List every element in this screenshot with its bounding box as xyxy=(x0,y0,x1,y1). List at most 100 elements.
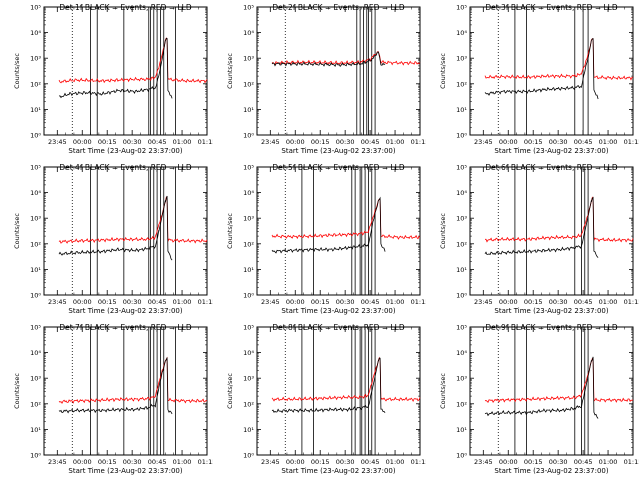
y-tick-label: 10³ xyxy=(456,375,467,383)
lld-series-line xyxy=(271,356,421,403)
plot-frame xyxy=(469,6,634,136)
x-tick-label: 23:45 xyxy=(474,458,493,466)
x-tick-label: 00:30 xyxy=(123,458,142,466)
x-tick-label: 23:45 xyxy=(474,138,493,146)
y-axis-label: Counts/sec xyxy=(439,213,447,249)
y-tick-label: 10³ xyxy=(30,215,41,223)
x-tick-label: 01:15 xyxy=(411,458,426,466)
x-axis-label: Start Time (23-Aug-02 23:37:00) xyxy=(281,147,395,155)
y-tick-label: 10² xyxy=(243,80,254,88)
x-tick-label: 00:00 xyxy=(499,138,518,146)
y-tick-label: 10¹ xyxy=(456,106,467,114)
plot-frame xyxy=(256,326,421,456)
y-tick-label: 10² xyxy=(243,400,254,408)
plot-frame xyxy=(256,6,421,136)
x-tick-label: 23:45 xyxy=(261,458,280,466)
x-axis-label: Start Time (23-Aug-02 23:37:00) xyxy=(494,307,608,315)
detector-chart-5: 10⁰ 10¹ 10² 10³ 10⁴ 10⁵ 23:45 00:00 00:15 00:30 00… xyxy=(226,163,426,315)
y-tick-label: 10⁰ xyxy=(30,452,41,460)
lld-series-line xyxy=(484,38,634,81)
plot-frame xyxy=(469,326,634,456)
y-tick-label: 10⁰ xyxy=(456,132,467,140)
x-tick-label: 00:30 xyxy=(549,298,568,306)
y-tick-label: 10⁴ xyxy=(243,349,254,357)
y-axis-label: Counts/sec xyxy=(439,373,447,409)
y-tick-label: 10⁴ xyxy=(30,349,41,357)
lld-series-line xyxy=(271,51,421,66)
x-tick-label: 01:00 xyxy=(386,298,405,306)
x-tick-label: 00:30 xyxy=(336,298,355,306)
x-tick-label: 00:45 xyxy=(361,458,380,466)
y-tick-label: 10⁵ xyxy=(30,324,41,332)
y-tick-label: 10² xyxy=(243,240,254,248)
y-axis-label: Counts/sec xyxy=(13,373,21,409)
x-axis-label: Start Time (23-Aug-02 23:37:00) xyxy=(68,467,182,475)
x-axis-label: Start Time (23-Aug-02 23:37:00) xyxy=(494,467,608,475)
y-tick-label: 10⁰ xyxy=(30,292,41,300)
x-tick-label: 00:15 xyxy=(98,298,117,306)
lld-series-line xyxy=(485,196,634,243)
plot-frame xyxy=(469,166,634,296)
x-tick-label: 23:45 xyxy=(261,298,280,306)
x-tick-label: 00:30 xyxy=(123,298,142,306)
x-tick-label: 00:45 xyxy=(361,138,380,146)
y-tick-label: 10¹ xyxy=(456,426,467,434)
y-tick-label: 10¹ xyxy=(243,266,254,274)
x-axis-label: Start Time (23-Aug-02 23:37:00) xyxy=(494,147,608,155)
x-tick-label: 23:45 xyxy=(474,298,493,306)
x-tick-label: 00:00 xyxy=(499,458,518,466)
x-tick-label: 00:00 xyxy=(286,298,305,306)
y-tick-label: 10⁰ xyxy=(243,132,254,140)
x-tick-label: 01:00 xyxy=(386,138,405,146)
x-tick-label: 00:00 xyxy=(286,458,305,466)
x-tick-label: 00:15 xyxy=(98,138,117,146)
x-tick-label: 23:45 xyxy=(48,298,67,306)
x-tick-label: 00:15 xyxy=(311,138,330,146)
plot-frame xyxy=(43,6,208,136)
chart-title: Det 9f BLACK = Events, RED = LLD xyxy=(485,323,618,332)
y-tick-label: 10³ xyxy=(456,55,467,63)
y-tick-label: 10⁴ xyxy=(30,189,41,197)
y-tick-label: 10⁰ xyxy=(456,452,467,460)
y-axis-label: Counts/sec xyxy=(226,213,234,249)
x-tick-label: 00:15 xyxy=(524,138,543,146)
x-tick-label: 00:15 xyxy=(311,458,330,466)
y-axis-label: Counts/sec xyxy=(226,373,234,409)
events-series-line xyxy=(484,196,599,258)
y-tick-label: 10³ xyxy=(243,215,254,223)
detector-chart-8: 10⁰ 10¹ 10² 10³ 10⁴ 10⁵ 23:45 00:00 00:15 00:30 00… xyxy=(226,323,426,475)
detector-chart-4: 10⁰ 10¹ 10² 10³ 10⁴ 10⁵ 23:45 00:00 00:15 00:30 00… xyxy=(13,163,213,315)
y-tick-label: 10⁴ xyxy=(243,189,254,197)
chart-title: Det 7f BLACK = Events, RED = LLD xyxy=(59,323,192,332)
events-series-line xyxy=(271,196,386,254)
y-tick-label: 10² xyxy=(30,80,41,88)
x-tick-label: 00:45 xyxy=(148,138,167,146)
x-tick-label: 01:15 xyxy=(624,298,639,306)
x-tick-label: 00:30 xyxy=(336,138,355,146)
y-tick-label: 10⁰ xyxy=(243,452,254,460)
events-series-line xyxy=(484,38,599,100)
y-tick-label: 10³ xyxy=(243,375,254,383)
chart-title: Det 6f BLACK = Events, RED = LLD xyxy=(485,163,618,172)
y-axis-label: Counts/sec xyxy=(439,53,447,89)
y-tick-label: 10⁴ xyxy=(243,29,254,37)
y-tick-label: 10⁵ xyxy=(30,4,41,12)
x-tick-label: 00:00 xyxy=(286,138,305,146)
y-tick-label: 10³ xyxy=(30,55,41,63)
y-tick-label: 10⁵ xyxy=(243,4,254,12)
x-tick-label: 01:15 xyxy=(198,458,213,466)
x-tick-label: 01:00 xyxy=(599,458,618,466)
y-tick-label: 10¹ xyxy=(243,106,254,114)
x-tick-label: 01:15 xyxy=(411,138,426,146)
x-tick-label: 00:45 xyxy=(574,298,593,306)
x-axis-label: Start Time (23-Aug-02 23:37:00) xyxy=(281,307,395,315)
chart-title: Det 3f BLACK = Events, RED = LLD xyxy=(485,3,618,12)
y-tick-label: 10¹ xyxy=(30,266,41,274)
events-series-line xyxy=(271,357,386,414)
chart-title: Det 2f BLACK = Events, RED = LLD xyxy=(272,3,405,12)
x-tick-label: 00:45 xyxy=(148,298,167,306)
events-series-line xyxy=(271,51,386,68)
y-tick-label: 10² xyxy=(456,240,467,248)
detector-chart-9: 10⁰ 10¹ 10² 10³ 10⁴ 10⁵ 23:45 00:00 00:15 00:30 00… xyxy=(439,323,639,475)
x-tick-label: 00:30 xyxy=(549,458,568,466)
